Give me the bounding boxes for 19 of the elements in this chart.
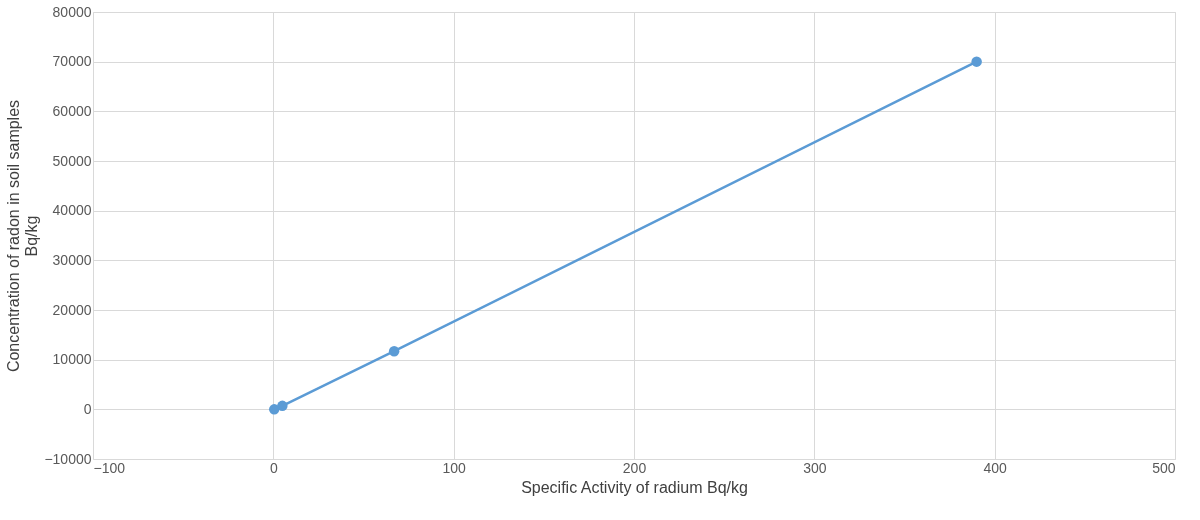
x-tick-label: −100 (93, 459, 126, 476)
x-tick-label: 100 (442, 459, 467, 476)
x-tick-label: 0 (269, 459, 278, 476)
x-tick-label: 200 (622, 459, 647, 476)
y-tick-label: 50000 (52, 152, 92, 169)
y-tick-label: 10000 (52, 351, 92, 368)
y-tick-label: 30000 (52, 251, 92, 268)
y-tick-label: 0 (83, 400, 92, 417)
x-tick-label: 300 (803, 459, 827, 476)
x-tick-label: 400 (983, 459, 1008, 476)
y-tick-label: 40000 (52, 202, 92, 219)
y-tick-label: −10000 (44, 450, 92, 467)
y-tick-label: 60000 (52, 102, 92, 119)
x-axis-title: Specific Activity of radium Bq/kg (521, 478, 748, 496)
y-tick-label: 20000 (52, 301, 92, 318)
y-tick-label: 80000 (52, 3, 92, 20)
y-tick-label: 70000 (52, 53, 92, 70)
y-axis-title: Concentration of radon in soil samples Bq/kg (5, 99, 41, 373)
x-tick-label: 500 (1152, 459, 1176, 476)
